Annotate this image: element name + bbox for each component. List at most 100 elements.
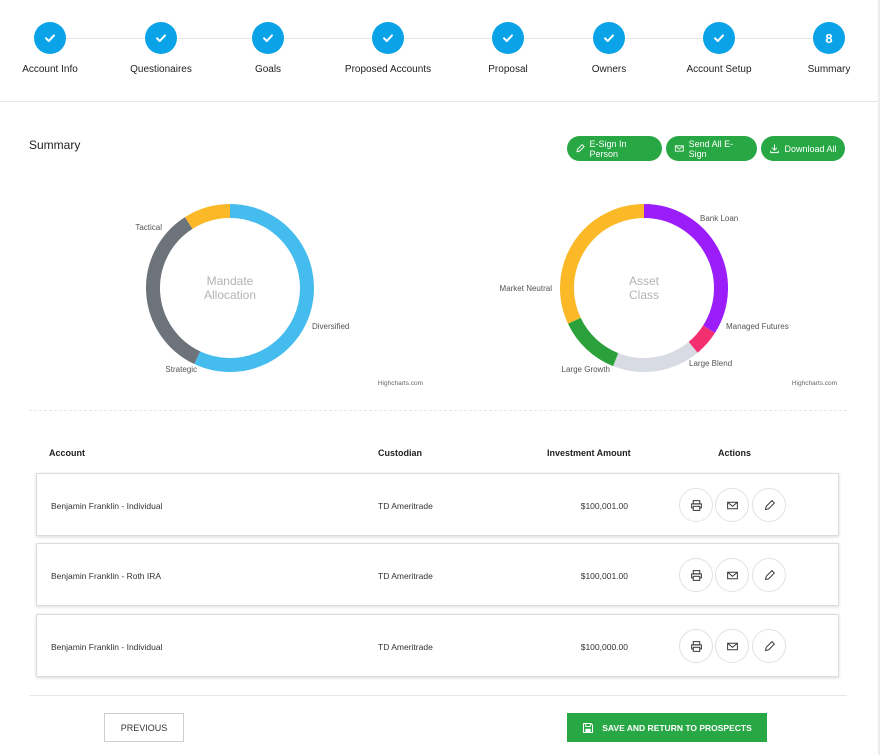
printer-icon (690, 569, 702, 581)
mail-icon (726, 642, 738, 650)
check-icon (263, 34, 273, 42)
table-row: Benjamin Franklin - Individual TD Amerit… (36, 614, 839, 677)
edit-button[interactable] (752, 488, 786, 522)
pencil-icon (576, 144, 585, 153)
slice-label: Strategic (165, 365, 197, 374)
slice-label: Managed Futures (726, 322, 789, 331)
slice-large-blend (613, 341, 698, 372)
step-8[interactable]: 8 Summary (769, 22, 880, 75)
step-2[interactable]: Questionaires (101, 22, 221, 75)
printer-icon (690, 499, 702, 511)
slice-managed-futures (688, 325, 715, 353)
asset-class-svg: Bank Loan Managed Futures Large Blend Large… (500, 204, 837, 387)
print-button[interactable] (679, 488, 713, 522)
print-button[interactable] (679, 558, 713, 592)
investment-amount: $100,000.00 (580, 642, 628, 652)
slice-label: Large Blend (689, 359, 732, 368)
check-icon (383, 34, 393, 42)
slice-label: Tactical (135, 223, 162, 232)
step-4[interactable]: Proposed Accounts (328, 22, 448, 75)
page-title: Summary (29, 138, 81, 152)
section-divider (29, 410, 847, 411)
slice-market-neutral (560, 204, 645, 324)
custodian-name: TD Ameritrade (378, 642, 433, 652)
chart-title: Allocation (204, 288, 256, 302)
step-label: Account Info (22, 64, 78, 75)
save-and-return-label: SAVE AND RETURN TO PROSPECTS (602, 722, 752, 733)
printer-icon (690, 640, 702, 652)
chart-title: Mandate (207, 274, 254, 288)
step-circle (145, 22, 177, 54)
account-name: Benjamin Franklin - Individual (51, 642, 163, 652)
mail-icon (674, 145, 684, 152)
step-label: Proposed Accounts (344, 64, 432, 75)
header-actions: Actions (718, 448, 752, 458)
highcharts-credit: Highcharts.com (378, 380, 423, 387)
mandate-allocation-chart: Tactical Diversified Strategic Mandate Alloc… (20, 190, 440, 400)
step-circle (703, 22, 735, 54)
account-name: Benjamin Franklin - Roth IRA (51, 571, 162, 581)
download-all-label: Download All (784, 143, 837, 154)
email-button[interactable] (715, 488, 749, 522)
save-and-return-button[interactable]: SAVE AND RETURN TO PROSPECTS (567, 713, 767, 742)
previous-button[interactable]: PREVIOUS (104, 713, 184, 742)
edit-button[interactable] (752, 558, 786, 592)
step-number: 8 (825, 30, 833, 46)
check-icon (156, 34, 166, 42)
step-6[interactable]: Owners (549, 22, 669, 75)
custodian-name: TD Ameritrade (378, 501, 433, 511)
slice-label: Market Neutral (500, 284, 553, 293)
send-all-esign-label: Send All E-Sign (688, 138, 734, 159)
step-circle (372, 22, 404, 54)
investment-amount: $100,001.00 (580, 501, 628, 511)
step-circle (593, 22, 625, 54)
custodian-name: TD Ameritrade (378, 571, 433, 581)
slice-strategic (184, 204, 231, 230)
email-button[interactable] (715, 558, 749, 592)
header-custodian: Custodian (378, 448, 422, 458)
step-label: Questionaires (130, 64, 192, 75)
chart-title: Asset (629, 274, 660, 288)
step-label: Owners (591, 64, 627, 75)
send-all-esign-button[interactable]: Send All E-Sign (666, 136, 757, 161)
progress-stepper: Account Info Questionaires Goals Proposed A… (0, 0, 878, 102)
header-account: Account (49, 448, 85, 458)
step-label: Goals (254, 64, 282, 75)
edit-button[interactable] (752, 629, 786, 663)
step-label: Account Setup (686, 64, 752, 75)
asset-class-chart: Bank Loan Managed Futures Large Blend Large… (434, 190, 854, 400)
check-icon (45, 34, 55, 42)
step-7[interactable]: Account Setup (659, 22, 779, 75)
esign-in-person-button[interactable]: E-Sign In Person (567, 136, 662, 161)
pencil-icon (764, 499, 775, 510)
step-label: Proposal (488, 64, 528, 75)
mail-icon (726, 501, 738, 509)
step-3[interactable]: Goals (208, 22, 328, 75)
slice-tactical (194, 204, 314, 372)
slice-large-growth (567, 317, 619, 367)
print-button[interactable] (679, 629, 713, 663)
highcharts-credit: Highcharts.com (792, 380, 837, 387)
step-circle (34, 22, 66, 54)
step-5[interactable]: Proposal (448, 22, 568, 75)
header-investment-amount: Investment Amount (547, 448, 631, 458)
table-row: Benjamin Franklin - Roth IRA TD Ameritra… (36, 543, 839, 606)
slice-label: Diversified (312, 322, 349, 331)
pencil-icon (764, 569, 775, 580)
pencil-icon (764, 640, 775, 651)
investment-amount: $100,001.00 (580, 571, 628, 581)
step-1[interactable]: Account Info (0, 22, 110, 75)
step-circle (492, 22, 524, 54)
download-all-button[interactable]: Download All (761, 136, 845, 161)
email-button[interactable] (715, 629, 749, 663)
chart-title: Class (629, 288, 659, 302)
check-icon (714, 34, 724, 42)
right-border (878, 0, 880, 755)
slice-label: Bank Loan (700, 214, 738, 223)
slice-label: Large Growth (562, 365, 610, 374)
download-icon (770, 144, 780, 154)
step-circle: 8 (813, 22, 845, 54)
table-row: Benjamin Franklin - Individual TD Amerit… (36, 473, 839, 536)
account-name: Benjamin Franklin - Individual (51, 501, 163, 511)
mail-icon (726, 571, 738, 579)
